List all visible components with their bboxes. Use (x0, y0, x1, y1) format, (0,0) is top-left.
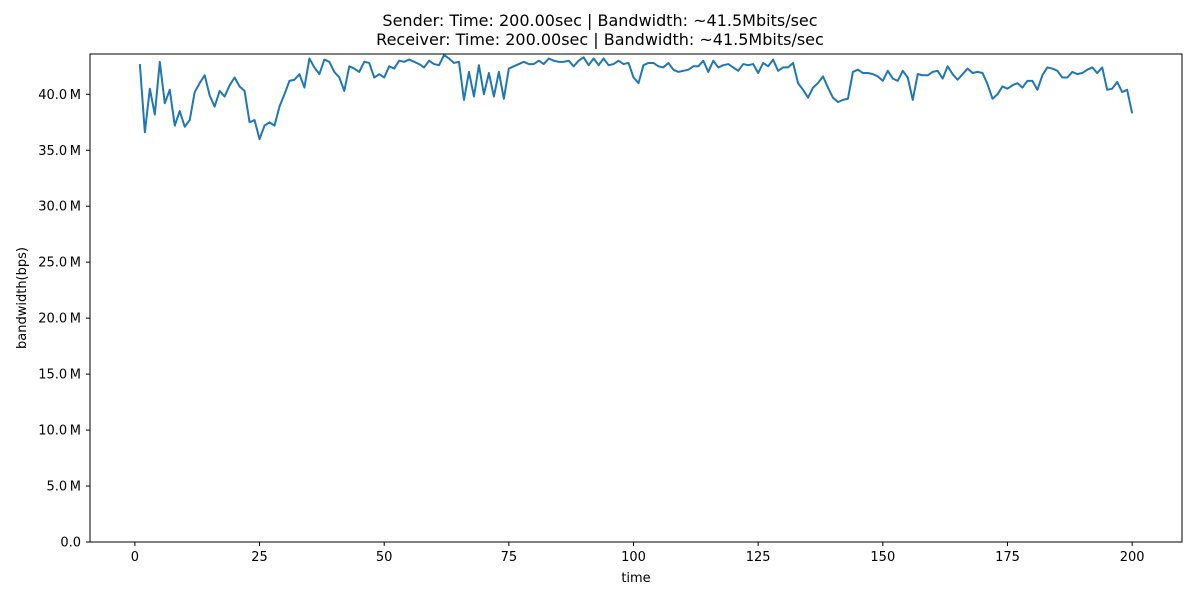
x-tick-label: 200 (1120, 550, 1145, 565)
series-layer (138, 54, 1134, 141)
y-tick-label: 35.0 M (38, 144, 81, 159)
y-tick-label: 20.0 M (38, 312, 81, 327)
x-tick-label: 125 (746, 550, 771, 565)
y-tick-label: 5.0 M (47, 480, 82, 495)
plot-frame (89, 53, 1183, 543)
x-tick-label: 0 (131, 550, 139, 565)
y-tick-label: 30.0 M (38, 200, 81, 215)
chart-title-line-2: Receiver: Time: 200.00sec | Bandwidth: ~… (376, 30, 824, 49)
y-tick-label: 10.0 M (38, 424, 81, 439)
x-tick-label: 150 (870, 550, 895, 565)
y-tick-label: 25.0 M (38, 256, 81, 271)
x-tick-label: 25 (251, 550, 268, 565)
y-tick-label: 15.0 M (38, 368, 81, 383)
x-axis-label: time (621, 571, 650, 586)
x-tick-label: 100 (621, 550, 646, 565)
bandwidth-series-line (138, 54, 1134, 141)
y-tick-label: 0.0 (60, 536, 81, 551)
y-axis-label: bandwidth(bps) (15, 247, 30, 349)
x-tick-label: 50 (376, 550, 393, 565)
y-tick-label: 40.0 M (38, 88, 81, 103)
chart-title-line-1: Sender: Time: 200.00sec | Bandwidth: ~41… (382, 11, 818, 30)
x-tick-label: 175 (995, 550, 1020, 565)
x-tick-label: 75 (501, 550, 518, 565)
